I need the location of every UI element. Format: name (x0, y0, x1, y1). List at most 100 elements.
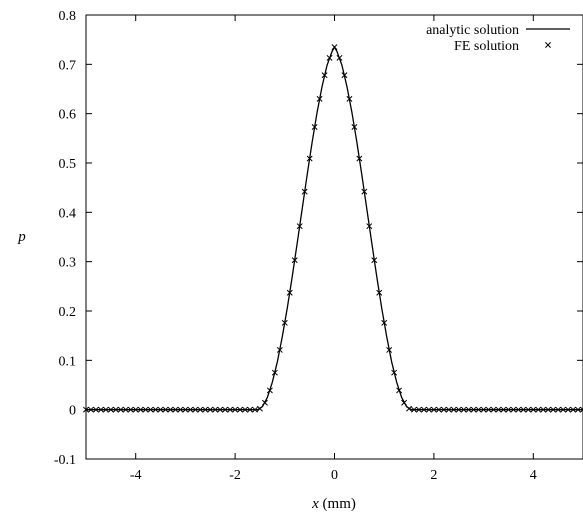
fe-solution-marker (281, 319, 288, 326)
fe-solution-marker (242, 406, 248, 413)
fe-solution-marker (137, 406, 144, 413)
y-tick-label: 0.3 (59, 256, 77, 271)
fe-solution-marker (406, 405, 413, 412)
series-layer (83, 44, 583, 413)
x-tick-label: -2 (229, 468, 241, 483)
fe-solution-marker (261, 399, 268, 406)
fe-solution-marker (147, 406, 154, 413)
fe-solution-marker (376, 289, 383, 296)
fe-solution-marker (217, 406, 224, 413)
fe-solution-marker (356, 155, 363, 162)
fe-solution-marker (580, 406, 583, 413)
fe-solution-marker (366, 223, 373, 230)
fe-solution-marker (371, 257, 378, 264)
fe-solution-marker (88, 406, 94, 413)
fe-solution-marker (396, 387, 403, 394)
x-tick-label: 4 (530, 468, 537, 483)
fe-solution-marker (107, 406, 114, 413)
x-axis-variable: x (311, 496, 319, 512)
fe-solution-marker (227, 406, 234, 413)
fe-solution-marker (411, 406, 417, 413)
fe-solution-marker (252, 406, 258, 413)
fe-solution-marker (391, 369, 398, 376)
fe-solution-marker (266, 387, 273, 394)
fe-solution-marker (336, 54, 343, 61)
y-tick-label: 0.2 (59, 305, 77, 320)
fe-solution-marker (545, 406, 552, 413)
fe-solution-marker (122, 406, 129, 413)
fe-solution-marker (555, 406, 562, 413)
fe-solution-marker (132, 406, 139, 413)
fe-solution-marker (256, 405, 263, 412)
fe-solution-marker (142, 406, 149, 413)
fe-solution-marker (117, 406, 124, 413)
fe-solution-marker (535, 406, 542, 413)
fe-solution-marker (207, 406, 214, 413)
x-axis-ticks: -4 -2 0 2 4 (130, 15, 537, 483)
fe-solution-marker (291, 257, 298, 264)
fe-solution-marker (475, 406, 482, 413)
fe-solution-marker (232, 406, 239, 413)
fe-solution-marker (306, 155, 313, 162)
fe-solution-marker (92, 406, 99, 413)
fe-solution-marker (346, 95, 353, 102)
fe-solution-marker (112, 406, 119, 413)
y-tick-label: 0.5 (59, 157, 77, 172)
fe-solution-marker (460, 406, 467, 413)
fe-solution-marker (197, 406, 204, 413)
fe-solution-marker (177, 406, 184, 413)
fe-solution-marker (570, 406, 577, 413)
fe-solution-marker (167, 406, 174, 413)
analytic-solution-line (86, 45, 583, 411)
fe-solution-marker (162, 406, 169, 413)
fe-solution-marker (450, 406, 457, 413)
fe-solution-marker (316, 95, 323, 102)
fe-solution-marker (202, 406, 209, 413)
fe-solution-marker (560, 406, 567, 413)
fe-solution-marker (530, 406, 537, 413)
y-tick-label: 0.7 (59, 58, 77, 73)
fe-solution-marker (341, 72, 348, 79)
y-tick-label: 0.4 (59, 206, 77, 221)
fe-solution-marker (416, 406, 422, 413)
fe-solution-marker (440, 406, 447, 413)
y-tick-label: -0.1 (54, 453, 76, 468)
fe-solution-marker (500, 406, 507, 413)
fe-solution-marker (550, 406, 557, 413)
fe-solution-marker (182, 406, 189, 413)
x-tick-label: 0 (331, 468, 338, 483)
y-tick-label: 0 (69, 404, 76, 419)
y-tick-label: 0.6 (59, 108, 77, 123)
fe-solution-marker (430, 406, 437, 413)
fe-solution-marker (321, 72, 328, 79)
x-axis-label: x (mm) (311, 496, 356, 512)
fe-solution-marker (237, 406, 244, 413)
fe-solution-marker (331, 44, 338, 51)
fe-solution-marker (386, 347, 393, 353)
fe-solution-marker (435, 406, 442, 413)
plot-frame (85, 14, 583, 460)
fe-solution-marker (326, 54, 333, 61)
fe-solution-marker (465, 406, 472, 413)
fe-solution-marker (276, 347, 283, 353)
legend-marker-swatch (545, 42, 551, 48)
fe-solution-marker (425, 406, 432, 413)
fe-solution-marker (361, 188, 368, 195)
legend-label: FE solution (454, 39, 519, 54)
x-tick-label: 2 (430, 468, 437, 483)
fe-solution-marker (311, 124, 318, 130)
fe-solution-marker (127, 406, 134, 413)
fe-solution-marker (296, 223, 303, 230)
fe-solution-marker (421, 406, 427, 413)
fe-solution-marker (495, 406, 502, 413)
fe-solution-marker (401, 399, 408, 406)
fe-solution-marker (212, 406, 219, 413)
fe-solution-marker (192, 406, 199, 413)
fe-solution-marker (455, 406, 462, 413)
fe-solution-marker (505, 406, 512, 413)
fe-solution-marker (286, 289, 293, 296)
legend-label: analytic solution (426, 23, 519, 38)
fe-solution-marker (490, 406, 497, 413)
fe-solution-marker (83, 406, 89, 413)
